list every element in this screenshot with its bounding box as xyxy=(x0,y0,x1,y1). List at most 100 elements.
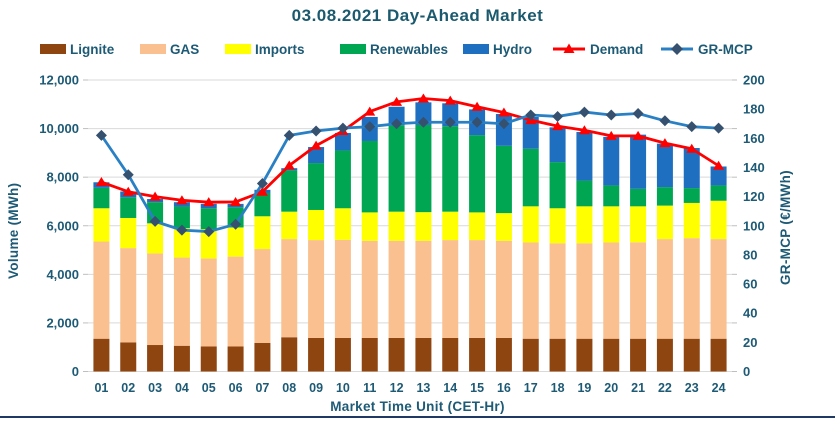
bar-segment-lignite xyxy=(469,337,486,372)
bar-segment-gas xyxy=(710,239,727,339)
gr-mcp-marker xyxy=(632,108,644,120)
y-axis-left-tick-label: 6,000 xyxy=(46,218,79,233)
bar-segment-lignite xyxy=(93,338,110,372)
demand-marker xyxy=(632,130,644,140)
y-axis-left-tick-label: 2,000 xyxy=(46,315,79,330)
bar-segment-lignite xyxy=(549,338,566,372)
bar-segment-renewables xyxy=(93,187,110,209)
bar-segment-hydro xyxy=(683,148,700,189)
bar-segment-gas xyxy=(603,242,620,339)
bar-segment-gas xyxy=(549,243,566,339)
x-axis-title-text: Market Time Unit (CET-Hr) xyxy=(322,399,513,414)
x-axis-tick-label: 09 xyxy=(309,381,323,395)
demand-marker xyxy=(256,186,268,196)
bar-segment-hydro xyxy=(442,103,459,127)
bar-segment-imports xyxy=(254,216,271,250)
demand-marker xyxy=(578,125,590,135)
y-axis-right-tick-label: 160 xyxy=(743,131,765,146)
gr-mcp-marker xyxy=(149,215,161,227)
demand-marker xyxy=(471,101,483,111)
imports-swatch-icon xyxy=(225,44,251,54)
legend-label: GAS xyxy=(170,41,200,57)
gr-mcp-marker xyxy=(686,121,698,133)
gr-mcp-marker xyxy=(230,218,242,230)
bar-segment-gas xyxy=(361,240,378,338)
bar-segment-renewables xyxy=(603,185,620,207)
bar-segment-gas xyxy=(415,240,432,338)
x-axis-tick-label: 21 xyxy=(631,381,645,395)
gr-mcp-marker xyxy=(713,122,725,134)
renewables-swatch-icon xyxy=(340,44,366,54)
bar-segment-lignite xyxy=(522,338,539,372)
bar-segment-gas xyxy=(576,243,593,339)
bar-segment-imports xyxy=(522,206,539,243)
bar-segment-hydro xyxy=(549,127,566,163)
bar-segment-hydro xyxy=(603,136,620,186)
bar-segment-imports xyxy=(281,211,298,240)
x-axis-tick-label: 15 xyxy=(470,381,484,395)
y-axis-right-tick-label: 40 xyxy=(743,306,757,321)
gr-mcp-marker xyxy=(176,224,188,236)
bar-segment-renewables xyxy=(710,185,727,201)
bar-segment-imports xyxy=(495,213,512,241)
demand-marker xyxy=(659,138,671,148)
bar-segment-lignite xyxy=(308,337,325,372)
bar-segment-gas xyxy=(147,253,164,346)
bar-segment-imports xyxy=(442,211,459,241)
demand-marker xyxy=(391,96,403,106)
x-axis-tick-label: 04 xyxy=(175,381,189,395)
gr-mcp-marker xyxy=(364,121,376,133)
bar-segment-renewables xyxy=(683,188,700,203)
bar-segment-renewables xyxy=(442,126,459,212)
bar-segment-gas xyxy=(173,257,190,346)
x-axis-tick-label: 12 xyxy=(390,381,404,395)
legend-label: Lignite xyxy=(70,41,115,57)
bar-segment-hydro xyxy=(308,147,325,164)
y-axis-right-tick-label: 20 xyxy=(743,335,757,350)
demand-marker xyxy=(417,93,429,103)
x-axis-tick-label: 06 xyxy=(229,381,243,395)
y-axis-right-tick-label: 100 xyxy=(743,218,765,233)
y-axis-right-tick-label: 80 xyxy=(743,247,757,262)
bar-segment-lignite xyxy=(576,338,593,372)
y-axis-right-title: GR-MCP (€/MWh) xyxy=(778,170,793,286)
x-axis-tick-label: 13 xyxy=(416,381,430,395)
bar-segment-lignite xyxy=(603,338,620,372)
bar-segment-hydro xyxy=(147,199,164,203)
y-axis-right-tick-label: 180 xyxy=(743,102,765,117)
bar-segment-imports xyxy=(120,217,137,249)
bar-segment-renewables xyxy=(334,150,351,209)
demand-marker xyxy=(552,121,564,131)
gr-mcp-line-marker-icon xyxy=(661,43,693,55)
legend-item-imports: Imports xyxy=(225,40,305,58)
legend-item-demand: Demand xyxy=(552,40,643,58)
bar-segment-imports xyxy=(576,206,593,244)
gr-mcp-marker xyxy=(122,169,134,181)
bar-segment-lignite xyxy=(147,345,164,372)
demand-marker xyxy=(686,143,698,153)
bar-segment-gas xyxy=(388,240,405,338)
gr-mcp-marker xyxy=(283,129,295,141)
bar-segment-renewables xyxy=(576,180,593,207)
bar-segment-renewables xyxy=(227,207,244,228)
bar-segment-imports xyxy=(469,212,486,241)
y-axis-right-tick-label: 0 xyxy=(743,364,750,379)
gr-mcp-marker xyxy=(578,106,590,118)
y-axis-left-tick-label: 12,000 xyxy=(39,73,79,88)
bar-segment-renewables xyxy=(495,145,512,214)
bar-segment-renewables xyxy=(656,187,673,206)
bar-segment-lignite xyxy=(388,337,405,372)
bar-segment-lignite xyxy=(254,342,271,372)
demand-marker xyxy=(203,197,215,207)
x-axis-tick-label: 24 xyxy=(712,381,726,395)
bar-segment-lignite xyxy=(415,337,432,372)
bar-segment-lignite xyxy=(361,337,378,372)
legend-item-renewables: Renewables xyxy=(340,40,448,58)
bar-segment-lignite xyxy=(656,338,673,372)
bar-segment-imports xyxy=(656,205,673,240)
x-axis-tick-label: 03 xyxy=(148,381,162,395)
y-axis-right-tick-label: 60 xyxy=(743,277,757,292)
x-axis-tick-label: 10 xyxy=(336,381,350,395)
demand-line xyxy=(100,97,720,204)
bar-segment-imports xyxy=(361,212,378,241)
